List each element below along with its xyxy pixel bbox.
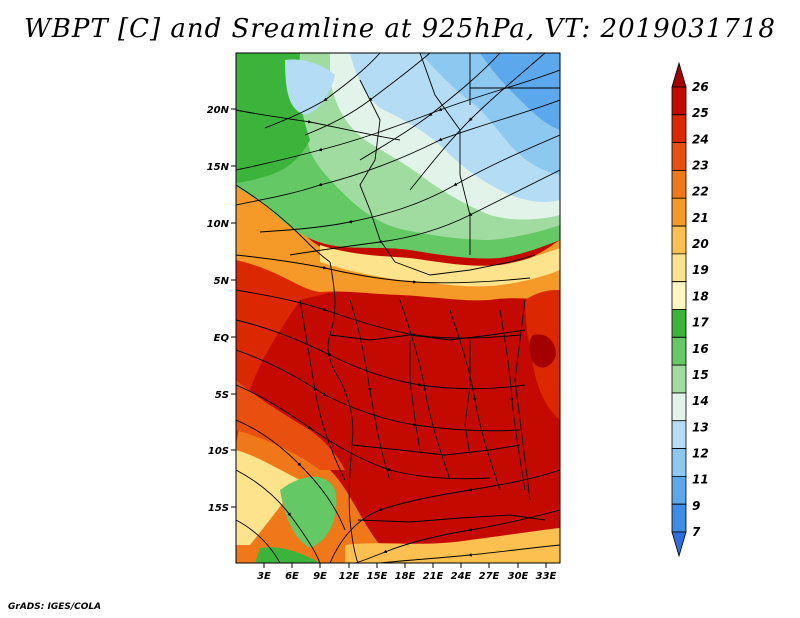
lat-label-5s: 5S (215, 390, 229, 401)
colorbar-label: 24 (692, 132, 709, 146)
colorbar-segment (671, 170, 687, 199)
country-borders (236, 53, 560, 563)
lat-label-15s: 15S (208, 503, 229, 514)
colorbar-segment (671, 197, 687, 227)
colorbar-segment (671, 392, 687, 422)
colorbar-label: 9 (692, 499, 700, 513)
lat-label-eq: EQ (214, 333, 230, 344)
colorbar-label: 13 (692, 420, 709, 434)
colorbar-label: 15 (692, 368, 709, 382)
colorbar-label: 18 (692, 289, 709, 303)
wbpt-south-green (280, 476, 337, 548)
lon-label-15e: 15E (367, 571, 388, 582)
lon-label-33e: 33E (536, 571, 557, 582)
colorbar-label: 22 (692, 185, 709, 199)
colorbar-label: 17 (692, 316, 709, 330)
colorbar-segment (671, 253, 687, 283)
lat-label-5n: 5N (214, 276, 230, 287)
wbpt-north-darkblue (480, 53, 560, 130)
lon-label-18e: 18E (395, 571, 416, 582)
lon-label-12e: 12E (339, 571, 360, 582)
lon-label-30e: 30E (508, 571, 529, 582)
colorbar-segment (671, 114, 687, 144)
wbpt-east-lake (529, 334, 556, 368)
grads-credit: GrADS: IGES/COLA (8, 602, 102, 612)
map-panel (236, 53, 560, 563)
colorbar-segment (671, 531, 687, 558)
lat-label-15n: 15N (207, 162, 230, 173)
colorbar-label: 16 (692, 342, 709, 356)
colorbar-label: 23 (692, 159, 709, 173)
colorbar-segment (671, 225, 687, 255)
colorbar-segment (671, 86, 687, 116)
streamlines (236, 53, 560, 563)
colorbar-segment (671, 364, 687, 394)
lat-label-20n: 20N (207, 105, 230, 116)
colorbar-label: 14 (692, 394, 709, 408)
colorbar-segment (671, 336, 687, 366)
colorbar-segment (671, 503, 687, 533)
lon-label-6e: 6E (285, 571, 299, 582)
colorbar-label: 11 (692, 473, 709, 487)
colorbar-segment (671, 61, 687, 88)
lon-axis: 3E 6E 9E 12E 15E 18E 21E 24E 27E 30E 33E (257, 563, 557, 582)
wbpt-south-coast-light (236, 450, 300, 545)
lon-label-24e: 24E (451, 571, 472, 582)
colorbar-segment (671, 475, 687, 505)
map-frame (235, 52, 561, 564)
lat-label-10s: 10S (208, 446, 229, 457)
colorbar-segment (671, 309, 687, 338)
lat-axis: 20N 15N 10N 5N EQ 5S 10S 15S (207, 105, 236, 514)
wbpt-south-green-2 (255, 547, 320, 563)
lon-label-21e: 21E (423, 571, 444, 582)
colorbar-label: 21 (692, 211, 709, 225)
colorbar-segment (671, 448, 687, 477)
colorbar-label: 7 (692, 525, 701, 539)
colorbar-label: 26 (692, 80, 709, 94)
lon-label-9e: 9E (313, 571, 327, 582)
colorbar-label: 19 (692, 263, 709, 277)
colorbar-label: 12 (692, 446, 709, 460)
lon-label-3e: 3E (257, 571, 271, 582)
lon-label-27e: 27E (479, 571, 500, 582)
colorbar: 26 25 24 23 22 21 20 19 18 17 16 15 14 13 12 11 9 7 (671, 61, 709, 558)
lat-label-10n: 10N (207, 219, 230, 230)
chart-title: WBPT [C] and Sreamline at 925hPa, VT: 20… (24, 14, 776, 44)
colorbar-segment (671, 142, 687, 171)
colorbar-label: 20 (692, 237, 709, 251)
colorbar-segment (671, 281, 687, 310)
colorbar-segment (671, 420, 687, 449)
colorbar-label: 25 (692, 106, 709, 120)
